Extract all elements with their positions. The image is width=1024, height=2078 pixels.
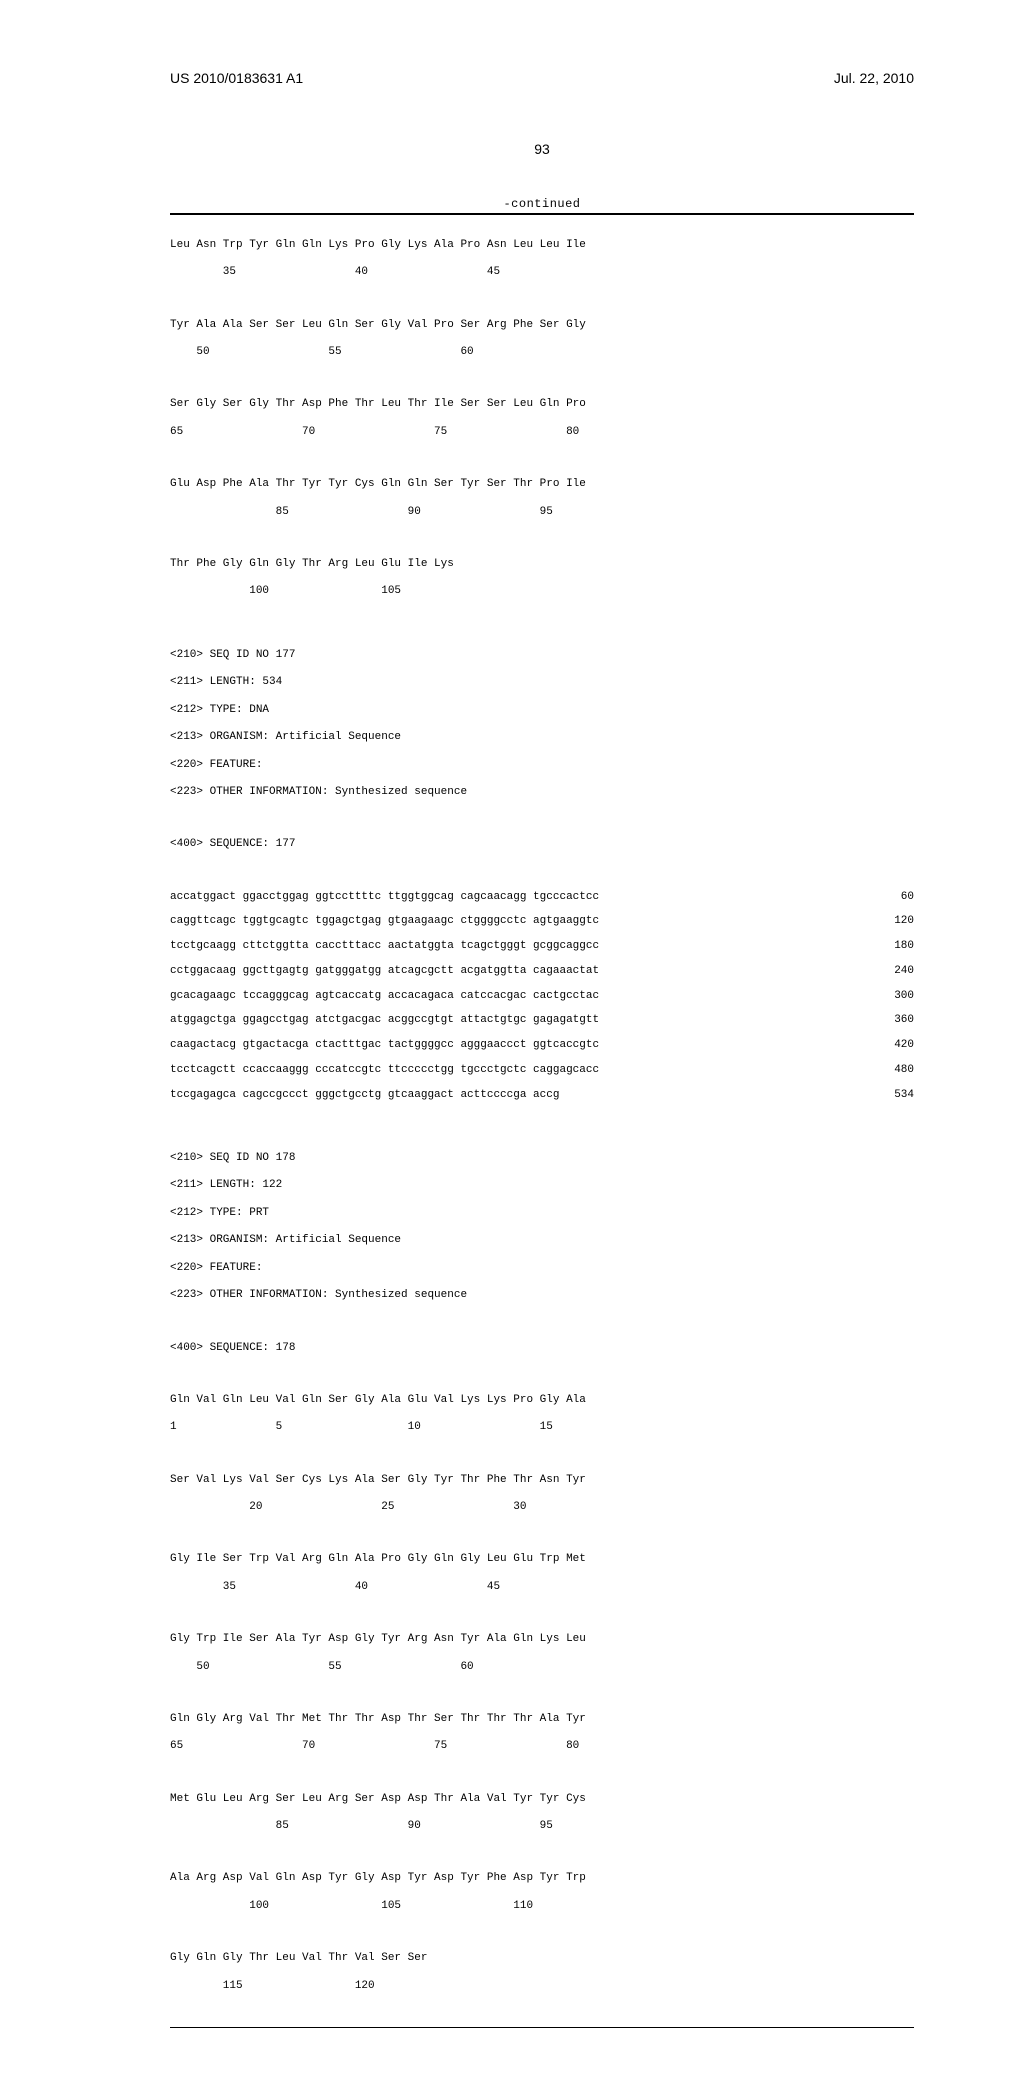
sequence-listing: Leu Asn Trp Tyr Gln Gln Lys Pro Gly Lys … [170,225,914,2021]
dna-seq: tccgagagca cagccgccct gggctgcctg gtcaagg… [170,1089,559,1103]
pos: 50 55 60 [170,346,914,360]
pos: 100 105 110 [170,1900,914,1914]
aa: Ala Arg Asp Val Gln Asp Tyr Gly Asp Tyr … [170,1872,914,1886]
meta: <211> LENGTH: 534 [170,676,914,690]
pos: 65 70 75 80 [170,426,914,440]
dna-pos: 360 [864,1014,914,1028]
page-header: US 2010/0183631 A1 Jul. 22, 2010 [170,70,914,86]
dna-seq: cctggacaag ggcttgagtg gatgggatgg atcagcg… [170,965,599,979]
meta: <220> FEATURE: [170,759,914,773]
meta: <400> SEQUENCE: 178 [170,1342,914,1356]
meta: <223> OTHER INFORMATION: Synthesized seq… [170,1289,914,1303]
dna-line: atggagctga ggagcctgag atctgacgac acggccg… [170,1014,914,1028]
aa: Ser Val Lys Val Ser Cys Lys Ala Ser Gly … [170,1474,914,1488]
meta: <213> ORGANISM: Artificial Sequence [170,731,914,745]
dna-line: tcctgcaagg cttctggtta cacctttacc aactatg… [170,940,914,954]
patent-page: US 2010/0183631 A1 Jul. 22, 2010 93 -con… [0,0,1024,2078]
pos: 85 90 95 [170,506,914,520]
pos: 35 40 45 [170,1581,914,1595]
pos: 85 90 95 [170,1820,914,1834]
dna-seq: caggttcagc tggtgcagtc tggagctgag gtgaaga… [170,915,599,929]
pos: 50 55 60 [170,1661,914,1675]
dna-line: tccgagagca cagccgccct gggctgcctg gtcaagg… [170,1089,914,1103]
dna-pos: 300 [864,990,914,1004]
dna-pos: 480 [864,1064,914,1078]
meta: <210> SEQ ID NO 177 [170,649,914,663]
pos: 65 70 75 80 [170,1740,914,1754]
dna-pos: 60 [864,891,914,905]
doc-date: Jul. 22, 2010 [834,70,914,86]
doc-number: US 2010/0183631 A1 [170,70,303,86]
dna-pos: 534 [864,1089,914,1103]
dna-line: accatggact ggacctggag ggtccttttc ttggtgg… [170,891,914,905]
dna-line: caggttcagc tggtgcagtc tggagctgag gtgaaga… [170,915,914,929]
meta: <213> ORGANISM: Artificial Sequence [170,1234,914,1248]
continued-label: -continued [170,197,914,211]
pos: 1 5 10 15 [170,1421,914,1435]
aa: Tyr Ala Ala Ser Ser Leu Gln Ser Gly Val … [170,319,914,333]
dna-seq: tcctcagctt ccaccaaggg cccatccgtc ttccccc… [170,1064,599,1078]
aa: Gly Trp Ile Ser Ala Tyr Asp Gly Tyr Arg … [170,1633,914,1647]
dna-pos: 180 [864,940,914,954]
dna-seq: caagactacg gtgactacga ctactttgac tactggg… [170,1039,599,1053]
dna-pos: 240 [864,965,914,979]
pos: 20 25 30 [170,1501,914,1515]
pos: 35 40 45 [170,266,914,280]
aa: Gly Gln Gly Thr Leu Val Thr Val Ser Ser [170,1952,914,1966]
dna-seq: atggagctga ggagcctgag atctgacgac acggccg… [170,1014,599,1028]
aa: Met Glu Leu Arg Ser Leu Arg Ser Asp Asp … [170,1793,914,1807]
aa: Gln Val Gln Leu Val Gln Ser Gly Ala Glu … [170,1394,914,1408]
meta: <212> TYPE: DNA [170,704,914,718]
dna-line: tcctcagctt ccaccaaggg cccatccgtc ttccccc… [170,1064,914,1078]
meta: <211> LENGTH: 122 [170,1179,914,1193]
pos: 115 120 [170,1980,914,1994]
dna-pos: 420 [864,1039,914,1053]
dna-seq: accatggact ggacctggag ggtccttttc ttggtgg… [170,891,599,905]
dna-line: caagactacg gtgactacga ctactttgac tactggg… [170,1039,914,1053]
dna-seq: tcctgcaagg cttctggtta cacctttacc aactatg… [170,940,599,954]
aa: Thr Phe Gly Gln Gly Thr Arg Leu Glu Ile … [170,558,914,572]
dna-line: cctggacaag ggcttgagtg gatgggatgg atcagcg… [170,965,914,979]
rule-top [170,213,914,215]
aa: Gly Ile Ser Trp Val Arg Gln Ala Pro Gly … [170,1553,914,1567]
dna-line: gcacagaagc tccagggcag agtcaccatg accacag… [170,990,914,1004]
meta: <220> FEATURE: [170,1262,914,1276]
aa: Leu Asn Trp Tyr Gln Gln Lys Pro Gly Lys … [170,239,914,253]
dna-seq: gcacagaagc tccagggcag agtcaccatg accacag… [170,990,599,1004]
pos: 100 105 [170,585,914,599]
meta: <212> TYPE: PRT [170,1207,914,1221]
meta: <400> SEQUENCE: 177 [170,838,914,852]
rule-bottom [170,2027,914,2028]
aa: Ser Gly Ser Gly Thr Asp Phe Thr Leu Thr … [170,398,914,412]
page-number: 93 [170,141,914,157]
aa: Gln Gly Arg Val Thr Met Thr Thr Asp Thr … [170,1713,914,1727]
dna-pos: 120 [864,915,914,929]
meta: <223> OTHER INFORMATION: Synthesized seq… [170,786,914,800]
meta: <210> SEQ ID NO 178 [170,1152,914,1166]
aa: Glu Asp Phe Ala Thr Tyr Tyr Cys Gln Gln … [170,478,914,492]
